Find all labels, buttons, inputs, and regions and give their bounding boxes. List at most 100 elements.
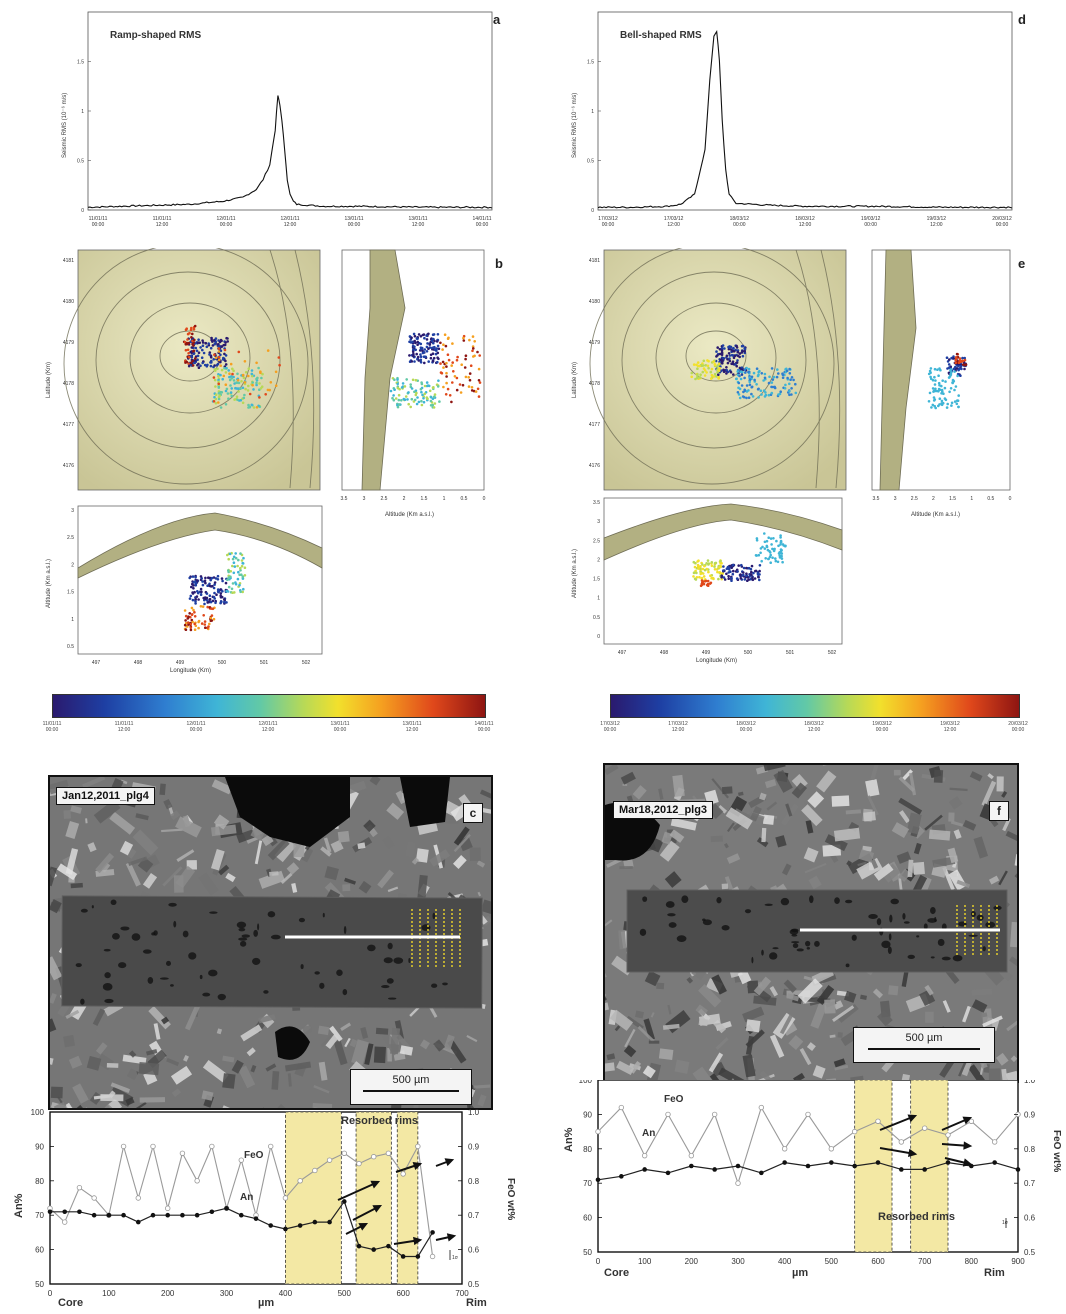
lat-ticks-b: 4181 4180 4179 4178 4177 4176 xyxy=(63,258,74,469)
hypocenter-dot xyxy=(188,597,192,600)
hypocenter-dot xyxy=(963,364,967,367)
an-point xyxy=(91,1212,97,1218)
hypocenter-dot xyxy=(197,338,200,341)
an-point xyxy=(327,1219,332,1225)
hypocenter-dot xyxy=(731,563,735,567)
hypocenter-dot xyxy=(220,577,224,580)
hypocenter-dot xyxy=(717,373,720,376)
hypocenter-dot xyxy=(720,353,724,357)
feo-point xyxy=(400,1171,406,1177)
hypocenter-dot xyxy=(427,360,431,363)
hypocenter-dot xyxy=(186,621,190,624)
feo-point xyxy=(875,1118,881,1124)
hypocenter-dot xyxy=(477,367,481,371)
alt-ticks-e: 3.5 3 2.5 2 1.5 1 0.5 0 xyxy=(873,496,1012,502)
colorbar-tick: 20/03/12 00:00 xyxy=(1008,721,1028,733)
hypocenter-dot xyxy=(432,341,435,345)
hypocenter-dot xyxy=(226,337,229,340)
hypocenter-dot xyxy=(196,579,199,582)
colorbar-tick: 17/03/12 12:00 xyxy=(668,721,688,733)
hypocenter-dot xyxy=(699,567,702,571)
alt-tick: 1 xyxy=(443,496,446,502)
hypocenter-dot xyxy=(720,576,723,579)
alt-vert-tick: 2 xyxy=(597,557,600,563)
panel-letter-d: d xyxy=(1018,12,1026,27)
hypocenter-dot xyxy=(448,394,452,397)
feo-point xyxy=(371,1154,377,1160)
hypocenter-dot xyxy=(186,338,189,341)
hypocenter-dot xyxy=(423,348,427,351)
hypocenter-dot xyxy=(219,406,223,409)
rms-ylabel-a: Seismic RMS (10⁻⁶ m/s) xyxy=(61,93,68,158)
hypocenter-dot xyxy=(763,376,767,380)
alt-tick: 0.5 xyxy=(987,496,994,502)
error-bar-label-c: 1σ xyxy=(452,1255,459,1261)
hypocenter-dot xyxy=(738,352,742,355)
hypocenter-dot xyxy=(444,344,448,348)
hypocenter-dot xyxy=(225,601,228,604)
xtick: 300 xyxy=(220,1289,234,1298)
ytick-left: 70 xyxy=(35,1211,44,1220)
hypocenter-dot xyxy=(233,398,236,401)
hypocenter-dot xyxy=(450,364,454,367)
hypocenter-dot xyxy=(771,556,774,559)
hypocenter-dot xyxy=(197,351,201,354)
xtick: 200 xyxy=(685,1257,699,1266)
an-point xyxy=(283,1226,288,1232)
scale-line-f xyxy=(868,1048,980,1050)
hypocenter-dot xyxy=(192,608,195,612)
hypocenter-dot xyxy=(274,384,278,387)
trend-arrowhead xyxy=(446,1233,457,1242)
hypocenter-dot xyxy=(441,360,445,364)
hypocenter-dot xyxy=(701,563,704,566)
hypocenter-dot xyxy=(200,356,204,359)
an-point xyxy=(782,1160,787,1165)
scale-label-f: 500 µm xyxy=(905,1032,943,1044)
hypocenter-dot xyxy=(740,384,744,387)
hypocenter-dot xyxy=(743,350,746,353)
feo-point xyxy=(135,1195,141,1201)
hypocenter-dot xyxy=(420,382,424,386)
hypocenter-dot xyxy=(757,396,760,399)
ytick-left: 100 xyxy=(579,1080,593,1085)
hypocenter-dot xyxy=(268,388,271,392)
hypocenter-dot xyxy=(735,364,738,368)
hypocenter-dot xyxy=(217,374,220,378)
hypocenter-dot xyxy=(203,623,207,626)
rms-chart-a: Ramp-shaped RMS Seismic RMS (10⁻⁶ m/s) 0… xyxy=(61,11,493,228)
hypocenter-dot xyxy=(206,605,209,609)
hypocenter-dot xyxy=(242,376,246,380)
hypocenter-dot xyxy=(223,367,226,370)
hypocenter-dot xyxy=(707,359,710,363)
hypocenter-dot xyxy=(236,398,239,402)
hypocenter-dot xyxy=(950,371,953,374)
xtick: 0 xyxy=(596,1257,601,1266)
feo-point xyxy=(945,1132,951,1138)
hypocenter-dot xyxy=(436,351,440,355)
hypocenter-dot xyxy=(227,557,230,561)
hypocenter-dot xyxy=(278,363,281,367)
hypocenter-dot xyxy=(209,616,213,620)
hypocenter-dot xyxy=(255,383,258,387)
hypocenter-dot xyxy=(223,600,226,604)
hypocenter-dot xyxy=(255,406,259,409)
hypocenter-dot xyxy=(212,617,216,621)
hypocenter-dot xyxy=(413,360,416,363)
hypocenter-dot xyxy=(432,406,436,409)
hypocenter-dot xyxy=(736,391,740,394)
alt-vert-tick: 3.5 xyxy=(593,500,600,506)
hypocenter-dot xyxy=(250,369,254,372)
hypocenter-dot xyxy=(467,385,471,388)
hypocenter-dot xyxy=(213,591,216,595)
hypocenter-dot xyxy=(202,351,206,355)
sample-label-f: Mar18,2012_plg3 xyxy=(613,801,714,819)
xtick: 700 xyxy=(455,1289,469,1298)
hypocenter-dot xyxy=(228,552,232,556)
hypocenter-dot xyxy=(455,358,459,362)
an-point xyxy=(121,1212,126,1218)
hypocenter-dot xyxy=(247,367,251,370)
hypocenter-dot xyxy=(739,377,743,381)
hypocenter-dot xyxy=(745,574,748,578)
bse-image-c: Jan12,2011_plg4 c 500 µm xyxy=(48,775,493,1110)
hypocenter-dot xyxy=(780,557,784,560)
